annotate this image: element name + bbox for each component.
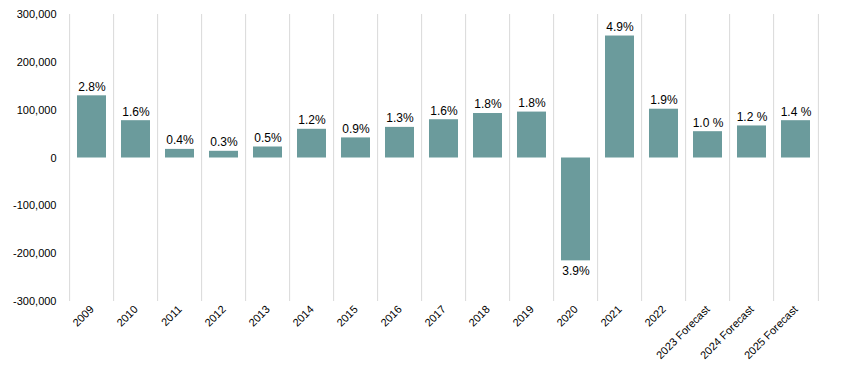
svg-text:0: 0	[50, 152, 56, 164]
svg-text:-100,000: -100,000	[13, 199, 56, 211]
svg-text:1.6%: 1.6%	[122, 105, 150, 119]
svg-text:200,000: 200,000	[17, 56, 57, 68]
svg-text:1.3%: 1.3%	[386, 111, 414, 125]
svg-text:1.2 %: 1.2 %	[737, 110, 768, 124]
svg-text:2014: 2014	[290, 303, 316, 329]
svg-text:2024 Forecast: 2024 Forecast	[697, 302, 756, 362]
svg-text:1.6%: 1.6%	[430, 104, 458, 118]
svg-text:2018: 2018	[466, 303, 492, 329]
svg-text:2010: 2010	[114, 303, 140, 329]
svg-text:4.9%: 4.9%	[606, 20, 634, 34]
svg-text:2012: 2012	[202, 303, 228, 329]
svg-text:100,000: 100,000	[17, 104, 57, 116]
svg-text:2022: 2022	[642, 303, 668, 329]
svg-text:1.8%: 1.8%	[518, 96, 546, 110]
svg-text:3.9%: 3.9%	[562, 264, 590, 278]
svg-text:2009: 2009	[70, 303, 96, 329]
svg-text:1.9%: 1.9%	[650, 93, 678, 107]
svg-text:1.2%: 1.2%	[298, 113, 326, 127]
svg-text:2019: 2019	[510, 303, 536, 329]
svg-text:300,000: 300,000	[17, 8, 57, 20]
svg-text:0.3%: 0.3%	[210, 135, 238, 149]
svg-text:2023 Forecast: 2023 Forecast	[653, 302, 712, 362]
svg-text:2011: 2011	[159, 303, 184, 328]
svg-text:2025 Forecast: 2025 Forecast	[742, 303, 800, 361]
svg-text:2017: 2017	[422, 303, 448, 329]
svg-text:2013: 2013	[246, 303, 272, 329]
svg-text:1.8%: 1.8%	[474, 97, 502, 111]
svg-text:1.0 %: 1.0 %	[693, 116, 724, 130]
svg-text:0.5%: 0.5%	[254, 131, 282, 145]
svg-text:2021: 2021	[598, 303, 624, 329]
svg-text:2015: 2015	[334, 303, 360, 329]
svg-text:0.9%: 0.9%	[342, 122, 370, 136]
svg-text:0.4%: 0.4%	[166, 133, 194, 147]
svg-text:2020: 2020	[554, 303, 580, 329]
svg-text:2.8%: 2.8%	[78, 80, 106, 94]
svg-text:1.4 %: 1.4 %	[781, 105, 812, 119]
svg-text:2016: 2016	[378, 303, 404, 329]
svg-text:-200,000: -200,000	[13, 247, 56, 259]
svg-text:-300,000: -300,000	[13, 295, 56, 307]
